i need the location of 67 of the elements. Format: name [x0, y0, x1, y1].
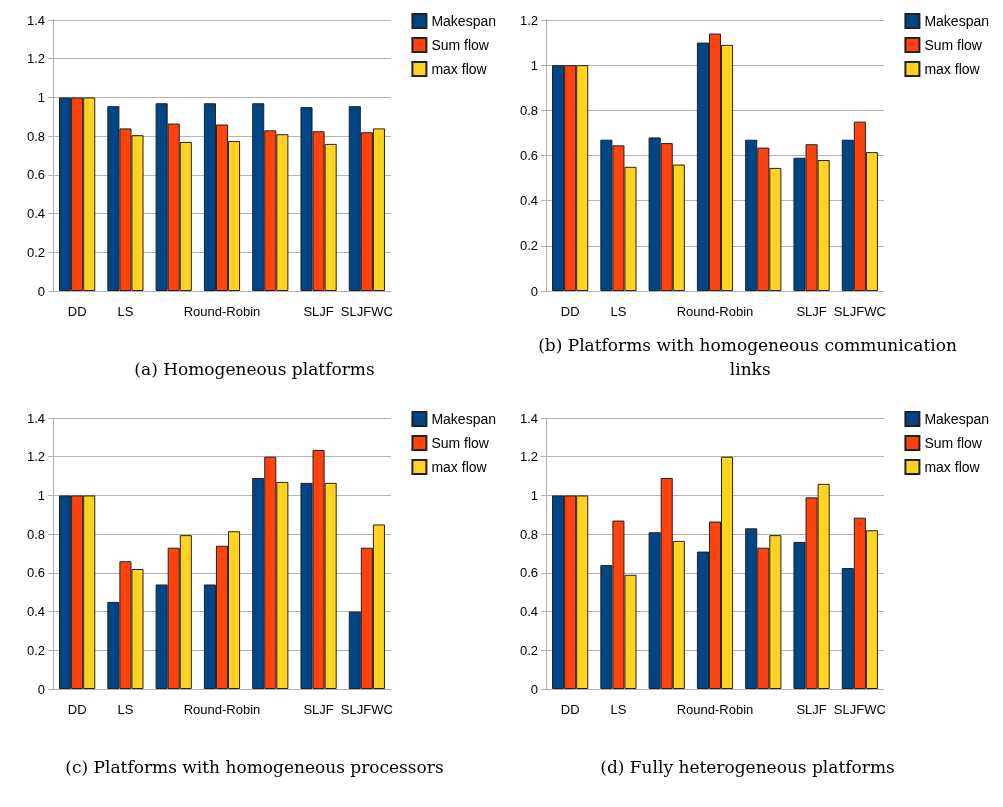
x-tick-label: SLJF	[303, 304, 334, 319]
y-tick-label: 1	[37, 487, 45, 503]
y-tick-label: 0	[530, 283, 538, 299]
text: (a) Homogeneous platforms	[134, 359, 375, 379]
x-tick-label: DD	[67, 702, 87, 717]
x-tick-label: SLJFWC	[833, 702, 886, 717]
y-tick-label: 0	[37, 681, 45, 697]
y-tick-label: 0	[530, 681, 538, 697]
legend-label: Sum flow	[924, 37, 983, 53]
x-tick-label: SLJFWC	[833, 304, 886, 319]
x-tick-label: Round-Robin	[183, 304, 261, 319]
y-tick-label: 1	[530, 57, 538, 73]
y-tick-label: 0.4	[519, 193, 538, 209]
y-tick-label: 0.4	[519, 604, 538, 620]
legend-label: Makespan	[924, 411, 989, 427]
y-tick-label: 0.8	[26, 526, 45, 542]
y-tick-label: 0.6	[26, 565, 45, 581]
y-tick-label: 0.2	[26, 244, 45, 260]
y-tick-label: 0.6	[519, 565, 538, 581]
y-tick-label: 0.4	[26, 604, 45, 620]
text: (b) Platforms with homogeneous communication links	[538, 335, 957, 379]
y-tick-label: 1.2	[26, 51, 45, 67]
x-tick-label: DD	[560, 702, 580, 717]
y-tick-label: 0.2	[26, 642, 45, 658]
text: (c) Platforms with homogeneous processors	[65, 757, 444, 777]
y-tick-label: 0	[37, 283, 45, 299]
y-tick-label: 1.2	[26, 449, 45, 465]
x-tick-label: Round-Robin	[183, 702, 261, 717]
x-tick-label: SLJF	[796, 702, 827, 717]
y-tick-label: 0.4	[26, 206, 45, 222]
legend-label: Sum flow	[924, 435, 983, 451]
x-tick-label: SLJF	[796, 304, 827, 319]
y-tick-label: 1.4	[26, 410, 45, 426]
x-tick-label: SLJFWC	[340, 304, 393, 319]
y-tick-label: 1.2	[519, 12, 538, 28]
y-tick-label: 1.4	[519, 410, 538, 426]
x-tick-label: DD	[560, 304, 580, 319]
y-tick-label: 0.8	[519, 102, 538, 118]
x-tick-label: LS	[117, 702, 134, 717]
legend-label: max flow	[431, 459, 488, 475]
x-tick-label: SLJFWC	[340, 702, 393, 717]
legend-label: Sum flow	[431, 435, 490, 451]
x-tick-label: DD	[67, 304, 87, 319]
x-tick-label: LS	[117, 304, 134, 319]
legend-label: Makespan	[431, 411, 496, 427]
x-tick-label: Round-Robin	[676, 702, 754, 717]
x-tick-label: LS	[610, 304, 627, 319]
y-tick-label: 1	[530, 487, 538, 503]
legend-label: max flow	[924, 61, 981, 77]
y-tick-label: 1	[37, 89, 45, 105]
x-tick-label: Round-Robin	[676, 304, 754, 319]
y-tick-label: 0.2	[519, 642, 538, 658]
x-tick-label: SLJF	[303, 702, 334, 717]
y-tick-label: 1.4	[26, 12, 45, 28]
text: (d) Fully heterogeneous platforms	[600, 757, 895, 777]
y-tick-label: 0.8	[519, 526, 538, 542]
legend-label: Makespan	[924, 13, 989, 29]
legend-label: max flow	[924, 459, 981, 475]
y-tick-label: 0.2	[519, 238, 538, 254]
x-tick-label: LS	[610, 702, 627, 717]
legend-label: max flow	[431, 61, 488, 77]
y-tick-label: 0.8	[26, 128, 45, 144]
y-tick-label: 0.6	[26, 167, 45, 183]
y-tick-label: 1.2	[519, 449, 538, 465]
legend-label: Makespan	[431, 13, 496, 29]
y-tick-label: 0.6	[519, 148, 538, 163]
legend-label: Sum flow	[431, 37, 490, 53]
